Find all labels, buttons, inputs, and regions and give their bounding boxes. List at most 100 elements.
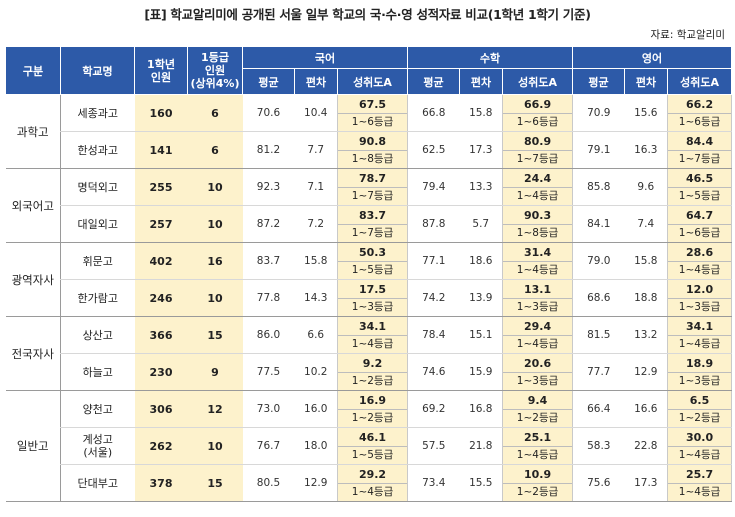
math-achievement-a: 9.4 1~2등급 [502,390,574,428]
kor-deviation: 7.7 [294,131,338,169]
kor-average: 77.8 [242,279,295,317]
achievement-percent: 46.1 [338,429,407,447]
table-row: 과학고 세종과고 160 6 70.6 10.4 67.5 1~6등급 66.8 15.8 66.9… [5,94,733,169]
students-count: 230 [134,353,188,391]
header-eng-avg: 평균 [572,68,626,95]
eng-deviation: 16.6 [624,390,668,428]
math-achievement-a: 29.4 1~4등급 [502,316,574,354]
achievement-grade-range: 1~3등급 [678,300,721,313]
achievement-percent: 90.8 [338,133,407,151]
achievement-grade-range: 1~4등급 [516,448,559,461]
eng-achievement-a: 84.4 1~7등급 [667,131,733,169]
math-average: 73.4 [407,464,460,502]
eng-achievement-a: 12.0 1~3등급 [667,279,733,317]
math-deviation: 5.7 [459,205,503,243]
achievement-percent: 9.2 [338,355,407,373]
header-math-sd: 편차 [459,68,504,95]
school-name: 명덕외고 [60,168,135,206]
achievement-grade-range: 1~4등급 [678,337,721,350]
school-name: 단대부고 [60,464,135,502]
header-kor-avg: 평균 [242,68,295,95]
school-name: 상산고 [60,316,135,354]
achievement-grade-range: 1~7등급 [351,226,394,239]
kor-deviation: 10.4 [294,94,338,132]
top-grade-count: 10 [187,205,243,243]
kor-average: 81.2 [242,131,295,169]
math-achievement-a: 31.4 1~4등급 [502,242,574,280]
achievement-grade-range: 1~5등급 [351,263,394,276]
kor-achievement-a: 17.5 1~3등급 [336,279,409,317]
students-count: 160 [134,94,188,132]
math-average: 62.5 [407,131,460,169]
kor-achievement-a: 78.7 1~7등급 [336,168,409,206]
table-row: 단대부고 378 15 80.5 12.9 29.2 1~4등급 73.4 15.5 10.9 1~… [6,464,733,502]
eng-deviation: 18.8 [624,279,668,317]
achievement-percent: 67.5 [338,96,407,114]
math-achievement-a: 24.4 1~4등급 [502,168,574,206]
eng-deviation: 12.9 [624,353,668,391]
group-label: 광역자사 [5,242,61,317]
source-note: 자료: 학교알리미 [650,29,726,41]
eng-average: 58.3 [572,427,625,465]
math-deviation: 15.8 [459,94,503,132]
top-grade-count: 6 [187,131,243,169]
kor-deviation: 10.2 [294,353,338,391]
math-achievement-a: 20.6 1~3등급 [502,353,574,391]
top-grade-count: 9 [187,353,243,391]
kor-average: 73.0 [242,390,295,428]
school-name: 계성고 (서울) [60,427,135,465]
math-average: 77.1 [407,242,460,280]
header-english: 영어 [572,46,733,69]
achievement-grade-range: 1~8등급 [351,152,394,165]
achievement-percent: 66.9 [503,96,572,114]
achievement-percent: 30.0 [668,429,731,447]
achievement-grade-range: 1~4등급 [516,189,559,202]
math-achievement-a: 80.9 1~7등급 [502,131,574,169]
eng-achievement-a: 66.2 1~6등급 [667,94,733,132]
achievement-percent: 80.9 [503,133,572,151]
students-count: 306 [134,390,188,428]
header-math-avg: 평균 [407,68,461,95]
eng-average: 66.4 [572,390,625,428]
kor-deviation: 7.1 [294,168,338,206]
top-grade-count: 12 [187,390,243,428]
table-row: 하늘고 230 9 77.5 10.2 9.2 1~2등급 74.6 15.9 20.6 1~3등급… [6,353,733,391]
achievement-percent: 10.9 [503,466,572,484]
achievement-grade-range: 1~3등급 [516,300,559,313]
kor-achievement-a: 9.2 1~2등급 [336,353,409,391]
achievement-percent: 34.1 [668,318,731,336]
achievement-percent: 18.9 [668,355,731,373]
kor-achievement-a: 34.1 1~4등급 [336,316,409,354]
kor-achievement-a: 46.1 1~5등급 [336,427,409,465]
eng-deviation: 15.6 [624,94,668,132]
table-body: 과학고 세종과고 160 6 70.6 10.4 67.5 1~6등급 66.8 15.8 66.9… [5,94,733,502]
kor-achievement-a: 50.3 1~5등급 [336,242,409,280]
math-average: 69.2 [407,390,460,428]
kor-average: 87.2 [242,205,295,243]
achievement-percent: 78.7 [338,170,407,188]
achievement-percent: 90.3 [503,207,572,225]
table-row: 외국어고 명덕외고 255 10 92.3 7.1 78.7 1~7등급 79.4 13.3 24.… [5,168,733,243]
school-name: 대일외고 [60,205,135,243]
top-grade-count: 10 [187,279,243,317]
header-group: 구분 [5,46,61,95]
achievement-percent: 84.4 [668,133,731,151]
math-deviation: 16.8 [459,390,503,428]
eng-deviation: 17.3 [624,464,668,502]
kor-achievement-a: 90.8 1~8등급 [336,131,409,169]
achievement-grade-range: 1~5등급 [351,448,394,461]
achievement-percent: 31.4 [503,244,572,262]
math-deviation: 13.3 [459,168,503,206]
achievement-percent: 12.0 [668,281,731,299]
math-achievement-a: 66.9 1~6등급 [502,94,574,132]
achievement-percent: 50.3 [338,244,407,262]
achievement-grade-range: 1~6등급 [351,115,394,128]
kor-achievement-a: 83.7 1~7등급 [336,205,409,243]
school-name: 휘문고 [60,242,135,280]
achievement-grade-range: 1~4등급 [351,485,394,498]
eng-deviation: 7.4 [624,205,668,243]
students-count: 378 [134,464,188,502]
kor-deviation: 6.6 [294,316,338,354]
eng-deviation: 16.3 [624,131,668,169]
achievement-percent: 17.5 [338,281,407,299]
